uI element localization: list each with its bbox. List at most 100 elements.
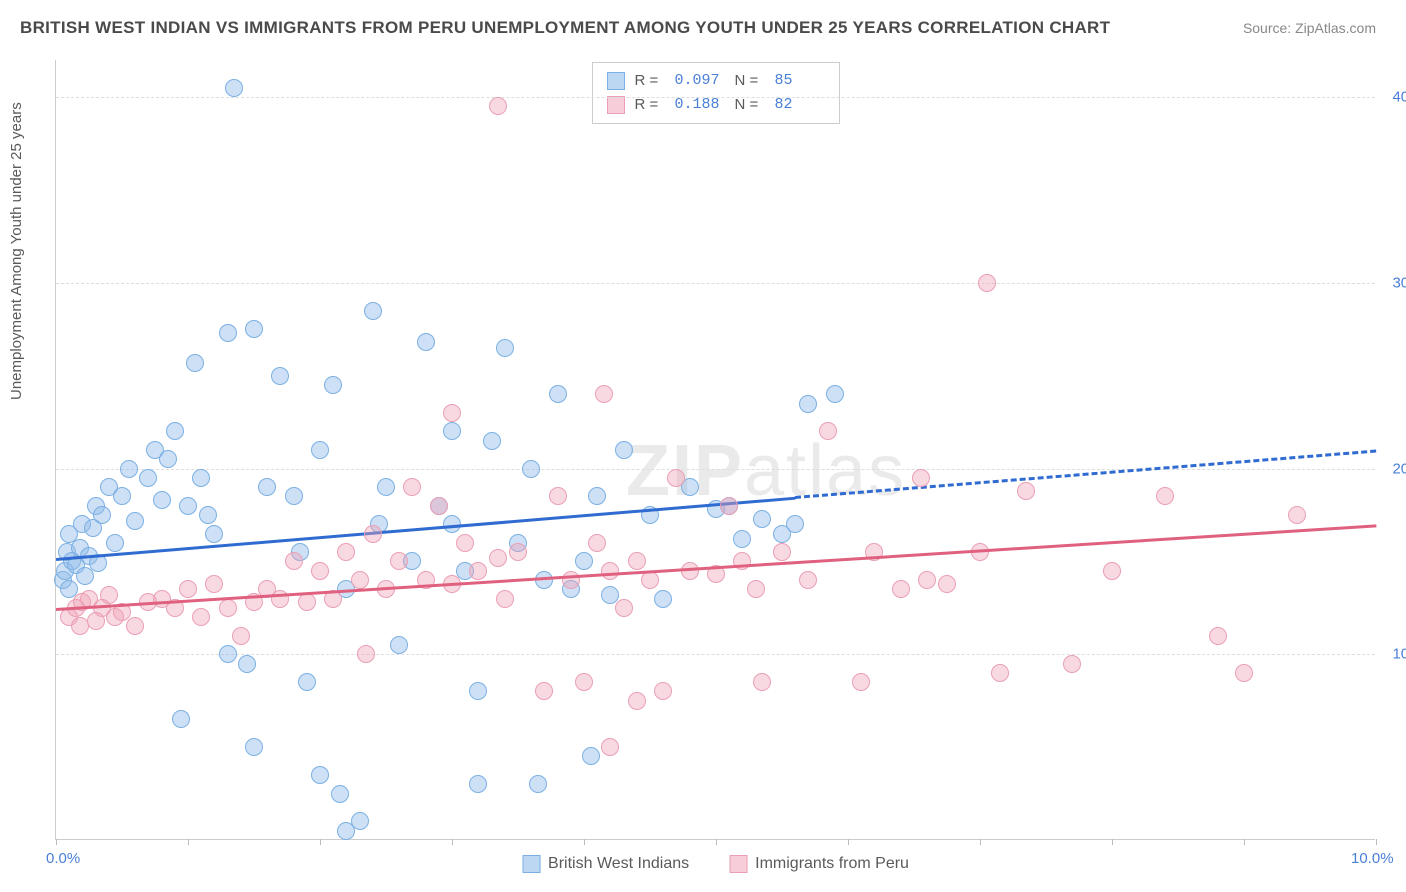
data-point xyxy=(166,422,184,440)
data-point xyxy=(489,549,507,567)
legend-r-label: R = xyxy=(635,69,665,93)
data-point xyxy=(271,590,289,608)
trend-line xyxy=(56,524,1376,611)
data-point xyxy=(271,367,289,385)
x-tick xyxy=(848,839,849,845)
legend-n-label: N = xyxy=(735,69,765,93)
data-point xyxy=(126,512,144,530)
data-point xyxy=(1017,482,1035,500)
data-point xyxy=(219,645,237,663)
data-point xyxy=(120,460,138,478)
data-point xyxy=(1288,506,1306,524)
data-point xyxy=(205,525,223,543)
y-tick-label: 40.0% xyxy=(1392,89,1406,106)
data-point xyxy=(1156,487,1174,505)
legend-item: Immigrants from Peru xyxy=(729,855,909,873)
legend-swatch xyxy=(729,855,747,873)
data-point xyxy=(720,497,738,515)
x-tick-label: 10.0% xyxy=(1351,850,1394,867)
data-point xyxy=(159,450,177,468)
data-point xyxy=(489,97,507,115)
data-point xyxy=(575,552,593,570)
data-point xyxy=(601,562,619,580)
data-point xyxy=(390,636,408,654)
data-point xyxy=(892,580,910,598)
data-point xyxy=(496,339,514,357)
data-point xyxy=(245,738,263,756)
data-point xyxy=(285,552,303,570)
source-label: Source: ZipAtlas.com xyxy=(1243,20,1376,36)
data-point xyxy=(535,682,553,700)
plot-area: ZIPatlas R =0.097N =85R =0.188N =82 Brit… xyxy=(55,60,1375,840)
data-point xyxy=(390,552,408,570)
data-point xyxy=(595,385,613,403)
data-point xyxy=(549,487,567,505)
data-point xyxy=(654,682,672,700)
data-point xyxy=(667,469,685,487)
legend-r-value: 0.097 xyxy=(675,69,725,93)
data-point xyxy=(826,385,844,403)
x-tick xyxy=(452,839,453,845)
data-point xyxy=(205,575,223,593)
data-point xyxy=(225,79,243,97)
x-tick xyxy=(56,839,57,845)
data-point xyxy=(311,562,329,580)
x-tick xyxy=(584,839,585,845)
data-point xyxy=(186,354,204,372)
y-axis-label: Unemployment Among Youth under 25 years xyxy=(8,102,25,400)
data-point xyxy=(351,812,369,830)
data-point xyxy=(469,682,487,700)
data-point xyxy=(588,534,606,552)
data-point xyxy=(588,487,606,505)
data-point xyxy=(1103,562,1121,580)
data-point xyxy=(753,673,771,691)
data-point xyxy=(852,673,870,691)
series-legend: British West Indians Immigrants from Peru xyxy=(522,855,909,873)
data-point xyxy=(582,747,600,765)
data-point xyxy=(357,645,375,663)
data-point xyxy=(172,710,190,728)
trend-line xyxy=(795,450,1376,499)
data-point xyxy=(733,530,751,548)
data-point xyxy=(192,469,210,487)
data-point xyxy=(786,515,804,533)
data-point xyxy=(799,571,817,589)
data-point xyxy=(153,491,171,509)
chart-title: BRITISH WEST INDIAN VS IMMIGRANTS FROM P… xyxy=(20,18,1110,38)
x-tick xyxy=(320,839,321,845)
data-point xyxy=(1235,664,1253,682)
data-point xyxy=(417,333,435,351)
data-point xyxy=(311,441,329,459)
x-tick-label: 0.0% xyxy=(46,850,80,867)
y-tick-label: 10.0% xyxy=(1392,646,1406,663)
data-point xyxy=(199,506,217,524)
data-point xyxy=(258,478,276,496)
x-tick xyxy=(1376,839,1377,845)
data-point xyxy=(443,422,461,440)
data-point xyxy=(219,324,237,342)
data-point xyxy=(377,478,395,496)
data-point xyxy=(628,552,646,570)
data-point xyxy=(509,543,527,561)
legend-item: British West Indians xyxy=(522,855,689,873)
data-point xyxy=(753,510,771,528)
data-point xyxy=(1063,655,1081,673)
gridline xyxy=(56,654,1375,655)
data-point xyxy=(192,608,210,626)
data-point xyxy=(179,497,197,515)
data-point xyxy=(113,487,131,505)
x-tick xyxy=(980,839,981,845)
legend-label: Immigrants from Peru xyxy=(755,855,909,873)
y-tick-label: 20.0% xyxy=(1392,460,1406,477)
data-point xyxy=(991,664,1009,682)
data-point xyxy=(773,543,791,561)
data-point xyxy=(1209,627,1227,645)
data-point xyxy=(747,580,765,598)
data-point xyxy=(562,571,580,589)
legend-swatch xyxy=(607,96,625,114)
data-point xyxy=(238,655,256,673)
y-tick-label: 30.0% xyxy=(1392,274,1406,291)
data-point xyxy=(331,785,349,803)
data-point xyxy=(100,586,118,604)
data-point xyxy=(443,404,461,422)
